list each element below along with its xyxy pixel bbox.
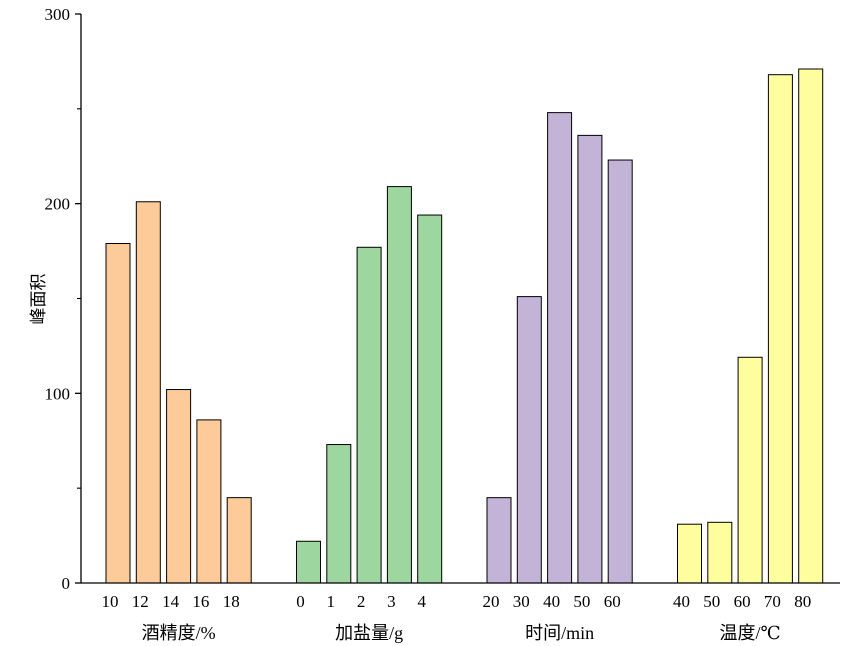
y-tick-label: 300 xyxy=(45,5,71,24)
bar-1-5 xyxy=(226,497,252,584)
bars-layer xyxy=(105,68,824,584)
x-tick-label: 14 xyxy=(162,592,180,611)
bar-2-5 xyxy=(417,214,443,584)
x-labels-layer: 10 12 14 16 18 0 1 2 3 4 20 30 40 50 60 40 50 60 70 80 xyxy=(102,592,812,611)
y-tick-label: 100 xyxy=(45,384,71,403)
x-tick-label: 50 xyxy=(703,592,720,611)
bar-4-4 xyxy=(767,74,793,584)
bar-3-4 xyxy=(577,134,603,584)
bar-3-3 xyxy=(547,112,573,584)
axes-layer xyxy=(80,14,840,584)
x-tick-label: 40 xyxy=(543,592,560,611)
group-label: 时间/min xyxy=(525,623,594,643)
bar-2-2 xyxy=(326,444,352,584)
bar-2-1 xyxy=(296,540,321,584)
y-tick-label: 0 xyxy=(62,574,71,593)
bar-1-3 xyxy=(166,389,192,584)
x-tick-label: 80 xyxy=(794,592,811,611)
x-tick-label: 1 xyxy=(327,592,336,611)
x-tick-label: 0 xyxy=(296,592,305,611)
bar-2-3 xyxy=(356,246,382,584)
bar-1-4 xyxy=(196,419,222,584)
x-tick-label: 12 xyxy=(132,592,149,611)
x-tick-label: 70 xyxy=(764,592,781,611)
bar-3-5 xyxy=(607,159,633,584)
x-tick-label: 20 xyxy=(483,592,500,611)
bar-1-1 xyxy=(105,242,131,584)
group-label: 加盐量/g xyxy=(335,623,403,643)
x-tick-label: 30 xyxy=(513,592,530,611)
bar-1-2 xyxy=(135,201,161,584)
x-tick-label: 50 xyxy=(573,592,590,611)
group-labels-layer: 酒精度/% 加盐量/g 时间/min 温度/℃ xyxy=(142,623,781,643)
x-tick-label: 18 xyxy=(223,592,240,611)
group-label: 温度/℃ xyxy=(720,623,781,643)
x-tick-label: 60 xyxy=(604,592,621,611)
y-tick-label: 200 xyxy=(45,195,71,214)
bar-3-2 xyxy=(516,296,542,584)
x-tick-label: 2 xyxy=(357,592,366,611)
x-tick-label: 40 xyxy=(673,592,690,611)
y-ticks-layer: 0 100 200 300 xyxy=(45,5,81,593)
group-label: 酒精度/% xyxy=(142,623,216,643)
bar-3-1 xyxy=(486,497,512,584)
x-tick-label: 16 xyxy=(192,592,209,611)
y-axis-title: 峰面积 xyxy=(29,274,48,325)
bar-2-4 xyxy=(386,186,412,584)
bar-4-3 xyxy=(737,356,763,584)
x-tick-label: 10 xyxy=(102,592,119,611)
bar-4-5 xyxy=(798,68,824,584)
x-tick-label: 3 xyxy=(387,592,396,611)
bar-4-1 xyxy=(677,523,702,584)
x-tick-label: 4 xyxy=(417,592,426,611)
bar-4-2 xyxy=(707,521,733,584)
x-tick-label: 60 xyxy=(734,592,751,611)
